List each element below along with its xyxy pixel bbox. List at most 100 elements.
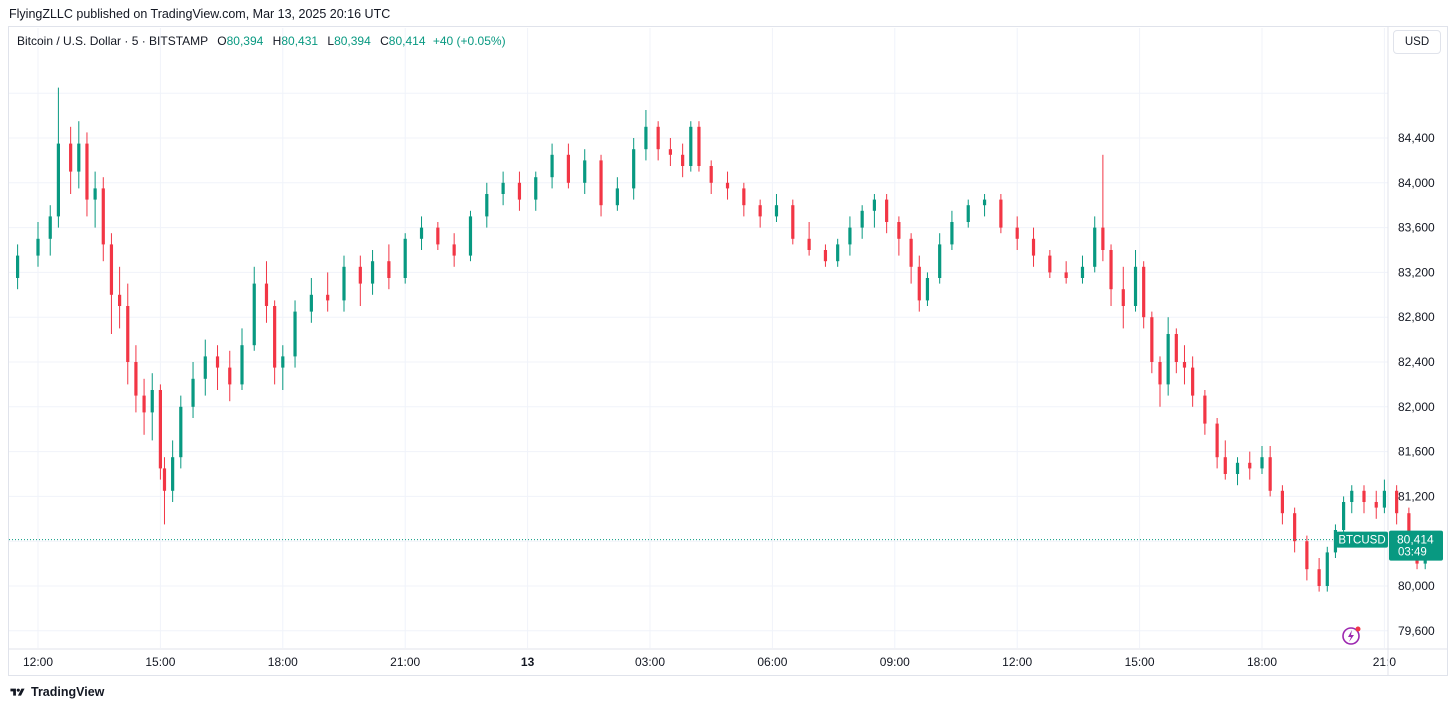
candle-up[interactable] — [1342, 502, 1346, 530]
candle-up[interactable] — [872, 199, 876, 211]
candle-up[interactable] — [550, 154, 554, 178]
candle-up[interactable] — [468, 216, 473, 256]
candle-down[interactable] — [709, 166, 713, 183]
candle-down[interactable] — [656, 126, 660, 150]
candle-up[interactable] — [179, 406, 183, 458]
candle-up[interactable] — [171, 457, 175, 491]
candle-up[interactable] — [77, 143, 81, 172]
candle-down[interactable] — [134, 362, 138, 396]
candle-down[interactable] — [897, 222, 901, 239]
candle-down[interactable] — [1395, 490, 1399, 514]
candle-up[interactable] — [966, 205, 970, 222]
candle-down[interactable] — [807, 238, 811, 250]
candle-up[interactable] — [1382, 490, 1386, 508]
candle-down[interactable] — [517, 182, 522, 200]
candle-up[interactable] — [836, 244, 840, 262]
candle-up[interactable] — [1350, 490, 1354, 502]
candle-down[interactable] — [1268, 457, 1272, 491]
candle-up[interactable] — [632, 149, 636, 189]
candle-down[interactable] — [1223, 457, 1227, 474]
candle-up[interactable] — [583, 160, 587, 183]
candle-down[interactable] — [1048, 255, 1052, 273]
candle-up[interactable] — [370, 261, 375, 284]
candle-up[interactable] — [938, 244, 942, 278]
candle-down[interactable] — [109, 244, 114, 295]
candle-up[interactable] — [950, 222, 954, 245]
candle-down[interactable] — [917, 266, 921, 301]
candle-up[interactable] — [615, 188, 619, 206]
candle-up[interactable] — [774, 205, 779, 217]
candle-down[interactable] — [436, 227, 440, 245]
lightning-sparkle-icon[interactable] — [1342, 626, 1361, 645]
candle-up[interactable] — [309, 294, 313, 312]
candle-up[interactable] — [150, 390, 154, 413]
candle-down[interactable] — [791, 205, 795, 239]
candle-down[interactable] — [1191, 367, 1195, 396]
candle-up[interactable] — [1235, 462, 1240, 474]
candle-down[interactable] — [162, 468, 167, 491]
candle-down[interactable] — [1174, 334, 1178, 362]
candle-up[interactable] — [1325, 552, 1329, 586]
candle-up[interactable] — [342, 266, 346, 301]
candle-up[interactable] — [1166, 334, 1170, 385]
candle-down[interactable] — [1031, 238, 1036, 256]
candle-down[interactable] — [999, 199, 1003, 228]
candle-down[interactable] — [101, 188, 105, 245]
candle-up[interactable] — [93, 188, 97, 200]
candle-up[interactable] — [1093, 227, 1097, 267]
candle-down[interactable] — [1158, 362, 1162, 385]
candle-down[interactable] — [264, 283, 269, 306]
candle-down[interactable] — [358, 266, 362, 284]
candle-down[interactable] — [1248, 462, 1252, 469]
candle-down[interactable] — [1317, 569, 1321, 586]
candle-up[interactable] — [1133, 266, 1138, 306]
candle-down[interactable] — [1280, 490, 1284, 514]
candle-down[interactable] — [273, 306, 277, 368]
candle-up[interactable] — [56, 143, 60, 217]
tradingview-logo-icon[interactable] — [9, 687, 26, 698]
candle-up[interactable] — [534, 177, 538, 200]
candle-up[interactable] — [36, 238, 40, 256]
candle-up[interactable] — [419, 227, 424, 239]
candle-down[interactable] — [1150, 317, 1154, 362]
candle-down[interactable] — [69, 143, 73, 172]
candle-down[interactable] — [1121, 289, 1125, 306]
candle-up[interactable] — [281, 356, 285, 368]
candle-down[interactable] — [1362, 490, 1366, 502]
candle-down[interactable] — [599, 160, 603, 206]
candle-up[interactable] — [240, 345, 244, 385]
candle-up[interactable] — [48, 216, 52, 239]
candle-down[interactable] — [697, 126, 701, 166]
candle-down[interactable] — [885, 199, 889, 222]
candle-up[interactable] — [293, 311, 297, 357]
candle-down[interactable] — [1203, 395, 1207, 424]
candle-down[interactable] — [1064, 272, 1068, 278]
candle-down[interactable] — [126, 306, 130, 362]
candle-up[interactable] — [848, 227, 852, 245]
candle-down[interactable] — [1305, 541, 1309, 570]
candle-up[interactable] — [501, 182, 505, 194]
candle-down[interactable] — [215, 356, 220, 368]
candle-up[interactable] — [403, 238, 407, 278]
candle-up[interactable] — [252, 283, 256, 346]
candle-down[interactable] — [85, 143, 89, 200]
candle-down[interactable] — [1215, 423, 1219, 458]
candle-down[interactable] — [228, 367, 232, 385]
candle-down[interactable] — [823, 250, 828, 262]
candle-up[interactable] — [485, 194, 489, 217]
candle-down[interactable] — [1374, 502, 1378, 508]
candle-up[interactable] — [1333, 530, 1338, 553]
candle-down[interactable] — [566, 154, 570, 183]
candle-down[interactable] — [142, 395, 146, 413]
candle-down[interactable] — [668, 149, 672, 155]
candle-down[interactable] — [1015, 227, 1019, 239]
candle-up[interactable] — [860, 210, 864, 228]
candle-up[interactable] — [1260, 457, 1264, 469]
candle-up[interactable] — [16, 255, 20, 278]
candle-up[interactable] — [925, 278, 930, 301]
candle-down[interactable] — [1101, 227, 1105, 250]
symbol-name[interactable]: Bitcoin / U.S. Dollar · 5 · BITSTAMP — [17, 34, 208, 48]
candle-down[interactable] — [1182, 362, 1187, 368]
candle-up[interactable] — [982, 199, 987, 206]
candle-down[interactable] — [1109, 250, 1113, 290]
